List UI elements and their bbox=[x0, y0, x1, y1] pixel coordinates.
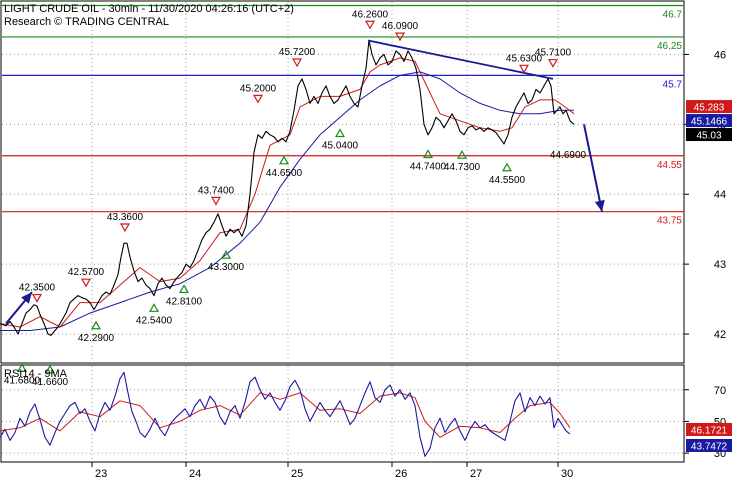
annotation-label: 42.8100 bbox=[166, 296, 203, 307]
price-panel-frame bbox=[0, 0, 685, 364]
level-label: 46.7 bbox=[663, 9, 683, 20]
current-value-label: 45.283 bbox=[694, 103, 725, 114]
annotation-label: 44.5500 bbox=[489, 175, 526, 186]
annotation-label: 41.6800 bbox=[4, 375, 41, 386]
left-arrow-head bbox=[21, 292, 32, 304]
annotation-label: 41.6600 bbox=[32, 377, 69, 388]
up-marker-icon bbox=[178, 284, 190, 294]
axes: 232425262730464544434270503045.28345.146… bbox=[91, 49, 732, 480]
annotation-label: 45.7100 bbox=[535, 48, 572, 59]
annotation-label: 43.3600 bbox=[107, 212, 144, 223]
current-value-label: 46.1721 bbox=[691, 425, 728, 436]
up-marker-icon bbox=[456, 149, 468, 159]
annotation-label: 42.3500 bbox=[19, 283, 56, 294]
annotation-label: 44.7300 bbox=[444, 162, 481, 173]
up-marker-icon bbox=[90, 320, 102, 330]
x-tick-label: 30 bbox=[561, 468, 573, 480]
y-tick-label: 46 bbox=[714, 49, 726, 61]
rsi-line bbox=[0, 371, 571, 457]
rsi-tick-label: 70 bbox=[714, 385, 726, 397]
level-label: 43.75 bbox=[657, 216, 682, 227]
annotation-label: 46.2600 bbox=[352, 9, 389, 20]
annotation-label: 43.7400 bbox=[198, 185, 235, 196]
down-marker-icon bbox=[547, 59, 559, 68]
x-tick-label: 26 bbox=[395, 468, 407, 480]
up-marker-icon bbox=[334, 128, 346, 138]
up-marker-icon bbox=[220, 249, 232, 259]
rsi-title: RSI14 - 9MA bbox=[4, 368, 68, 380]
x-tick-label: 25 bbox=[291, 468, 303, 480]
ma-slow-line bbox=[0, 71, 574, 331]
current-value-tag bbox=[686, 114, 732, 128]
annotation-label: 42.5700 bbox=[68, 267, 105, 278]
x-tick-label: 24 bbox=[189, 468, 201, 480]
up-marker-icon bbox=[148, 303, 160, 312]
current-value-label: 45.1466 bbox=[691, 117, 728, 128]
y-tick-label: 43 bbox=[714, 259, 726, 271]
series bbox=[0, 39, 605, 457]
down-marker-icon bbox=[518, 64, 530, 74]
level-label: 44.55 bbox=[657, 160, 682, 171]
down-marker-icon bbox=[210, 196, 222, 206]
current-value-label: 45.03 bbox=[696, 131, 721, 142]
annotation-label: 44.6500 bbox=[266, 168, 303, 179]
annotation-label: 46.0900 bbox=[382, 21, 419, 32]
up-marker-icon bbox=[422, 149, 434, 159]
x-tick-label: 27 bbox=[470, 468, 482, 480]
current-value-label: 43.7472 bbox=[691, 441, 728, 452]
up-marker-icon bbox=[44, 364, 56, 374]
level-label: 46.25 bbox=[657, 41, 682, 52]
annotation-label: 44.6900 bbox=[550, 150, 587, 161]
down-marker-icon bbox=[80, 278, 92, 288]
down-marker-icon bbox=[394, 32, 406, 42]
down-marker-icon bbox=[364, 20, 376, 30]
level-label: 45.7 bbox=[663, 79, 683, 90]
projection-arrow-head bbox=[594, 199, 605, 212]
levels: 46.7 46.25 45.7 44.55 43.75 bbox=[2, 4, 684, 227]
down-marker-icon bbox=[291, 58, 303, 68]
current-value-tag bbox=[686, 422, 732, 436]
up-marker-icon bbox=[501, 162, 513, 172]
annotation-label: 44.7400 bbox=[410, 162, 447, 173]
rsi-panel-frame bbox=[0, 364, 685, 463]
grid bbox=[2, 2, 684, 462]
ma-fast-line bbox=[0, 57, 575, 328]
down-marker-icon bbox=[252, 94, 264, 104]
chart-title: LIGHT CRUDE OIL - 30min - 11/30/2020 04:… bbox=[4, 3, 294, 15]
annotation-label: 43.3000 bbox=[208, 262, 245, 273]
projection-arrow-shaft bbox=[583, 124, 603, 212]
annotation-label: 45.7200 bbox=[279, 47, 316, 58]
y-tick-label: 42 bbox=[714, 329, 726, 341]
rsi-ma-line bbox=[0, 392, 571, 438]
x-tick-label: 23 bbox=[95, 468, 107, 480]
current-value-tag bbox=[686, 128, 732, 142]
annotation-label: 45.6300 bbox=[506, 53, 543, 64]
annotation-label: 42.5400 bbox=[136, 315, 173, 326]
price-line bbox=[0, 39, 575, 336]
y-tick-label: 44 bbox=[714, 189, 726, 201]
up-marker-icon bbox=[16, 363, 28, 373]
trendline bbox=[367, 39, 554, 80]
annotation-label: 45.2000 bbox=[240, 83, 277, 94]
down-marker-icon bbox=[119, 223, 131, 233]
up-marker-icon bbox=[278, 155, 290, 165]
current-value-tag bbox=[686, 438, 732, 452]
down-marker-icon bbox=[31, 293, 43, 303]
annotation-label: 45.0400 bbox=[322, 141, 359, 152]
chart-subtitle: Research © TRADING CENTRAL bbox=[4, 16, 169, 28]
current-value-tag bbox=[686, 100, 732, 114]
annotation-label: 42.2900 bbox=[78, 333, 115, 344]
